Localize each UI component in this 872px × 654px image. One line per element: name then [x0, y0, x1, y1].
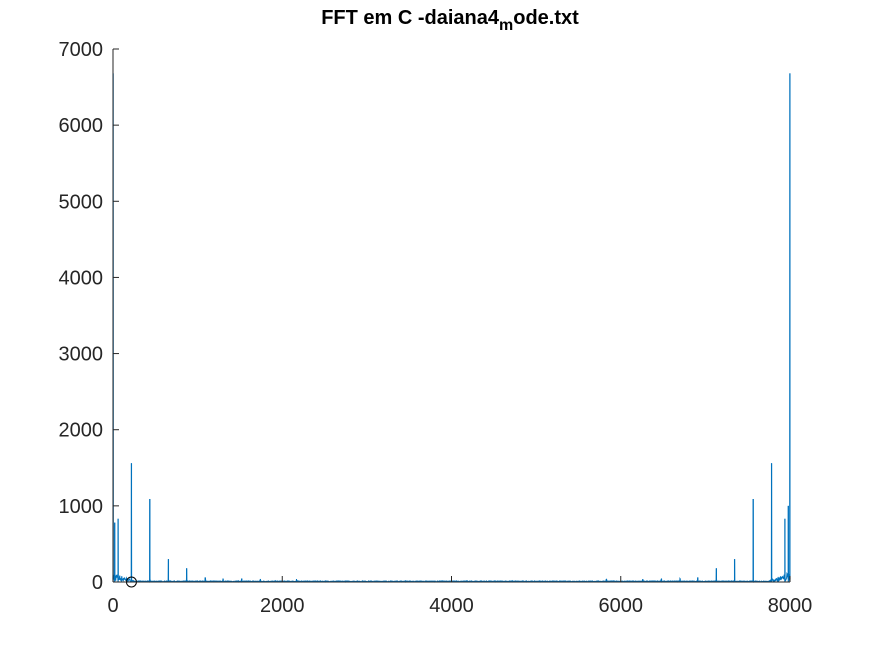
axes: 0 2000 4000 6000 8000 0 1000 2000 3000 4000 5000 60…	[59, 39, 813, 617]
y-tick-label-3: 3000	[59, 344, 104, 366]
x-tick-label-1: 2000	[260, 595, 305, 617]
y-tick-label-1: 1000	[59, 496, 104, 518]
x-tick-label-3: 6000	[599, 595, 644, 617]
y-tick-label-5: 5000	[59, 191, 104, 213]
chart-title-main: FFT em C -daiana4	[321, 7, 500, 29]
chart-title-subscript: m	[499, 17, 513, 34]
y-tick-label-2: 2000	[59, 420, 104, 442]
x-tick-label-4: 8000	[768, 595, 813, 617]
y-tick-label-4: 4000	[59, 267, 104, 289]
y-tick-label-7: 7000	[59, 39, 104, 61]
x-tick-label-2: 4000	[429, 595, 474, 617]
y-tick-label-0: 0	[92, 572, 103, 594]
plot-area	[112, 73, 791, 588]
fft-series-line	[112, 73, 791, 583]
x-tick-label-0: 0	[107, 595, 118, 617]
y-tick-label-6: 6000	[59, 115, 104, 137]
chart-title-suffix: ode.txt	[513, 7, 579, 29]
chart-title: FFT em C -daiana4mode.txt	[321, 7, 579, 34]
